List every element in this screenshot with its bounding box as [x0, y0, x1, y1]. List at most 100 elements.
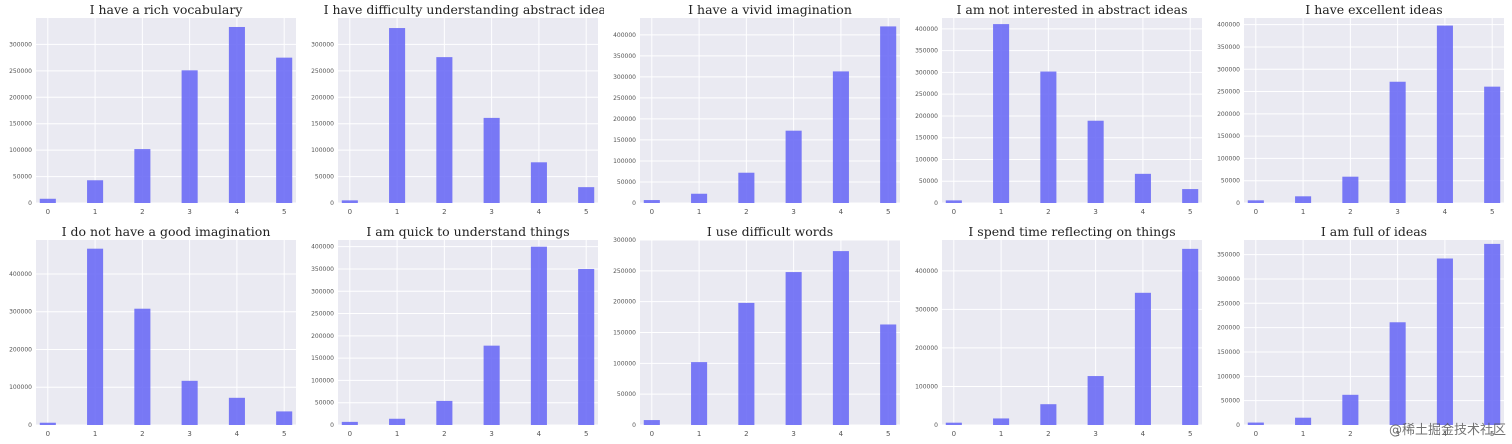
bar-3	[1087, 120, 1104, 203]
chart-title: I have difficulty understanding abstract…	[324, 2, 604, 17]
x-tick-label: 2	[1046, 430, 1050, 438]
bar-5	[1182, 189, 1199, 203]
bar-1	[691, 362, 708, 425]
x-tick-label: 5	[886, 430, 890, 438]
y-tick-label: 50000	[617, 179, 636, 186]
y-tick-label: 350000	[1217, 44, 1240, 51]
y-tick-label: 50000	[315, 174, 334, 181]
y-tick-label: 400000	[613, 32, 636, 39]
bar-5	[1484, 86, 1501, 203]
y-tick-label: 350000	[613, 53, 636, 60]
y-tick-label: 200000	[1217, 111, 1240, 118]
y-tick-label: 150000	[311, 355, 334, 362]
chart-svg: 0 50000 100000 150000 200000 250000 300000 3500…	[1217, 2, 1504, 216]
plot-area	[36, 240, 296, 425]
y-tick-label: 150000	[9, 121, 32, 128]
y-tick-label: 150000	[1217, 133, 1240, 140]
x-tick-label: 4	[1141, 430, 1146, 438]
x-tick-label: 3	[1093, 208, 1097, 216]
y-tick-label: 0	[1236, 422, 1240, 429]
y-tick-label: 400000	[9, 271, 32, 278]
y-tick-label: 50000	[315, 400, 334, 407]
x-tick-label: 2	[1046, 208, 1050, 216]
y-tick-label: 300000	[915, 69, 938, 76]
y-tick-label: 200000	[915, 113, 938, 120]
plot-area	[1244, 240, 1504, 425]
bar-1	[1295, 196, 1312, 203]
bar-2	[436, 400, 453, 425]
x-tick-label: 2	[1348, 208, 1352, 216]
x-tick-label: 1	[999, 430, 1003, 438]
chart-panel-5: 0 50000 100000 150000 200000 250000 300000 3500…	[1208, 0, 1510, 222]
x-tick-label: 3	[489, 208, 493, 216]
bar-5	[1182, 248, 1199, 425]
bar-4	[530, 162, 547, 203]
y-tick-label: 100000	[311, 377, 334, 384]
x-tick-label: 4	[1141, 208, 1146, 216]
bar-5	[880, 324, 897, 425]
x-tick-label: 1	[1301, 208, 1305, 216]
bar-0	[1247, 200, 1264, 203]
bar-4	[1134, 292, 1151, 425]
y-tick-label: 250000	[311, 311, 334, 318]
bar-0	[341, 421, 358, 425]
x-tick-label: 1	[395, 208, 399, 216]
bar-2	[1342, 176, 1359, 203]
y-tick-label: 50000	[1221, 398, 1240, 405]
y-tick-label: 150000	[915, 135, 938, 142]
x-tick-label: 5	[1188, 208, 1192, 216]
bar-5	[276, 57, 293, 204]
chart-svg: 0 50000 100000 150000 200000 250000 300000 3500…	[613, 2, 900, 216]
x-tick-label: 4	[235, 430, 240, 438]
y-tick-label: 250000	[1217, 300, 1240, 307]
bar-3	[181, 70, 198, 203]
x-tick-label: 2	[744, 430, 748, 438]
bar-1	[993, 24, 1010, 204]
x-tick-label: 5	[1490, 208, 1494, 216]
x-tick-label: 0	[46, 430, 50, 438]
y-tick-label: 150000	[1217, 349, 1240, 356]
x-tick-label: 3	[1395, 208, 1399, 216]
chart-svg: 0 50000 100000 150000 200000 250000 300000 3500…	[1217, 224, 1504, 438]
y-tick-label: 250000	[311, 68, 334, 75]
y-tick-label: 0	[330, 422, 334, 429]
bar-0	[643, 420, 660, 425]
y-tick-label: 250000	[613, 268, 636, 275]
bar-0	[341, 200, 358, 203]
x-tick-label: 4	[537, 208, 542, 216]
y-tick-label: 50000	[13, 174, 32, 181]
x-tick-label: 3	[1093, 430, 1097, 438]
y-tick-label: 150000	[311, 121, 334, 128]
plot-area	[640, 18, 900, 203]
y-tick-label: 0	[632, 200, 636, 207]
y-tick-label: 150000	[613, 330, 636, 337]
y-tick-label: 300000	[311, 41, 334, 48]
y-tick-label: 400000	[1217, 22, 1240, 29]
bar-2	[1040, 404, 1057, 425]
bar-0	[945, 422, 962, 425]
bar-0	[39, 422, 56, 425]
bar-3	[1087, 376, 1104, 425]
bar-2	[1040, 71, 1057, 204]
x-tick-label: 2	[1348, 430, 1352, 438]
chart-panel-2: 0 50000 100000 150000 200000 250000 300000 0 1 2 3…	[302, 0, 604, 222]
bar-2	[1342, 394, 1359, 425]
bar-4	[1134, 173, 1151, 203]
x-tick-label: 5	[1188, 430, 1192, 438]
bar-4	[228, 26, 245, 203]
chart-panel-6: 0 100000 200000 300000 400000 0 1 2 3 4 5 I do not …	[0, 222, 302, 444]
x-tick-label: 2	[140, 430, 144, 438]
x-tick-label: 1	[1301, 430, 1305, 438]
bar-2	[738, 172, 755, 203]
bar-3	[785, 272, 802, 425]
y-tick-label: 0	[934, 422, 938, 429]
bar-5	[578, 187, 595, 203]
y-tick-label: 0	[632, 422, 636, 429]
y-tick-label: 50000	[617, 391, 636, 398]
bar-0	[945, 200, 962, 203]
plot-area	[1244, 18, 1504, 203]
y-tick-label: 300000	[915, 306, 938, 313]
plot-area	[338, 240, 598, 425]
y-tick-label: 200000	[9, 346, 32, 353]
